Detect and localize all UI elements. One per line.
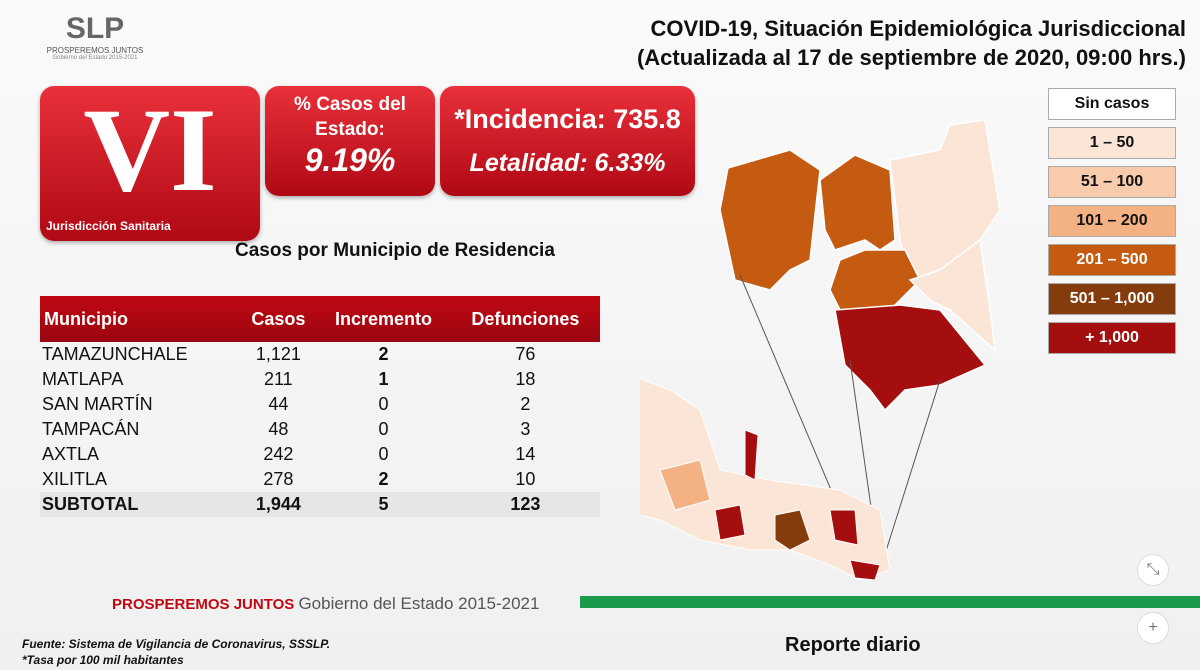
jurisdiction-map [640, 119, 1001, 581]
legend-item: Sin casos [1048, 88, 1176, 120]
defunciones-cell: 14 [515, 444, 536, 464]
defunciones-cell: 76 [515, 344, 536, 364]
table-subtitle: Casos por Municipio de Residencia [235, 240, 555, 261]
table-row: TAMAZUNCHALE 1,121 2 76 [40, 342, 600, 367]
map-region [744, 429, 759, 481]
source-note: Fuente: Sistema de Vigilancia de Coronav… [22, 636, 330, 668]
municipio-cell: SAN MARTÍN [42, 394, 153, 414]
percent-value: 9.19% [304, 142, 396, 178]
defunciones-cell: 3 [520, 419, 531, 439]
incremento-cell: 1 [378, 369, 389, 389]
incremento-cell: 2 [378, 469, 389, 489]
jurisdiction-card: VI Jurisdicción Sanitaria [40, 86, 260, 241]
incremento-cell: 0 [378, 394, 389, 414]
legend-item: 101 – 200 [1048, 205, 1176, 237]
zoom-in-button[interactable]: + [1137, 612, 1169, 644]
incremento-cell: 2 [378, 344, 389, 364]
defunciones-cell: 18 [515, 369, 536, 389]
header-defunciones: Defunciones [450, 296, 600, 342]
logo-gov: Gobierno del Estado 2015-2021 [52, 55, 138, 61]
municipio-cell: XILITLA [42, 469, 108, 489]
legend-item: + 1,000 [1048, 322, 1176, 354]
slp-logo: SLP PROSPEREMOS JUNTOS Gobierno del Esta… [40, 12, 150, 61]
incidence-card: *Incidencia: 735.8 Letalidad: 6.33% [440, 86, 695, 196]
casos-cell: 1,944 [240, 492, 317, 517]
logo-text: SLP [65, 12, 125, 45]
legend-item: 1 – 50 [1048, 127, 1176, 159]
map-region [659, 459, 711, 511]
map-region [719, 149, 821, 291]
logo-slogan: PROSPEREMOS JUNTOS [46, 46, 144, 55]
green-bar [580, 596, 1200, 608]
header-incremento: Incremento [316, 296, 451, 342]
defunciones-cell: 123 [450, 492, 600, 517]
collapse-button[interactable]: ⤡ [1137, 554, 1169, 586]
casos-cell: 211 [264, 369, 293, 389]
municipio-cell: SUBTOTAL [40, 492, 241, 517]
footer-gov: Gobierno del Estado 2015-2021 [298, 594, 540, 613]
percent-label: % Casos del Estado: [294, 94, 406, 140]
report-label: Reporte diario [785, 634, 921, 656]
header-municipio: Municipio [40, 296, 241, 342]
subtotal-row: SUBTOTAL 1,944 5 123 [40, 492, 600, 517]
legend-item: 501 – 1,000 [1048, 283, 1176, 315]
casos-cell: 278 [263, 469, 294, 489]
table-row: MATLAPA 211 1 18 [40, 367, 600, 392]
map-region [714, 504, 746, 541]
legend-item: 201 – 500 [1048, 244, 1176, 276]
percent-card: % Casos del Estado: 9.19% [265, 86, 435, 196]
table-row: XILITLA 278 2 10 [40, 467, 600, 492]
footer-slogan: PROSPEREMOS JUNTOS [112, 596, 295, 613]
casos-cell: 44 [268, 394, 289, 414]
casos-cell: 48 [268, 419, 289, 439]
casos-cell: 242 [263, 444, 294, 464]
legend-item: 51 – 100 [1048, 166, 1176, 198]
casos-cell: 1,121 [255, 344, 301, 364]
municipio-cell: TAMAZUNCHALE [42, 344, 188, 364]
jurisdiction-number: VI [83, 83, 217, 216]
jurisdiction-label: Jurisdicción Sanitaria [46, 219, 171, 233]
footer-brand: PROSPEREMOS JUNTOS Gobierno del Estado 2… [112, 594, 539, 614]
incremento-cell: 0 [378, 419, 389, 439]
table-row: AXTLA 242 0 14 [40, 442, 600, 467]
title-line1: COVID-19, Situación Epidemiológica Juris… [650, 16, 1186, 41]
map-region [834, 304, 987, 412]
map-region [774, 509, 811, 551]
incidence-value: *Incidencia: 735.8 [454, 104, 681, 134]
page-title: COVID-19, Situación Epidemiológica Juris… [637, 14, 1186, 72]
incremento-cell: 0 [378, 444, 389, 464]
cases-table: Municipio Casos Incremento Defunciones T… [40, 296, 600, 517]
source-text: Fuente: Sistema de Vigilancia de Coronav… [22, 637, 331, 651]
table-row: TAMPACÁN 48 0 3 [40, 417, 600, 442]
defunciones-cell: 10 [515, 469, 536, 489]
municipio-cell: TAMPACÁN [42, 419, 140, 439]
lethality-value: Letalidad: 6.33% [469, 149, 666, 177]
map-region [829, 509, 859, 546]
table-row: SAN MARTÍN 44 0 2 [40, 392, 600, 417]
map-legend: Sin casos 1 – 50 51 – 100 101 – 200 201 – 50… [1048, 88, 1176, 361]
map-region [849, 559, 881, 581]
municipio-cell: AXTLA [42, 444, 100, 464]
defunciones-cell: 2 [520, 394, 531, 414]
municipio-cell: MATLAPA [42, 369, 124, 389]
map-region [819, 154, 896, 251]
title-line2: (Actualizada al 17 de septiembre de 2020… [636, 45, 1186, 70]
map-region [908, 238, 996, 352]
state-map [640, 378, 891, 581]
incremento-cell: 5 [316, 492, 451, 517]
map-region [829, 249, 921, 311]
rate-note: *Tasa por 100 mil habitantes [22, 653, 184, 667]
header-casos: Casos [240, 296, 317, 342]
